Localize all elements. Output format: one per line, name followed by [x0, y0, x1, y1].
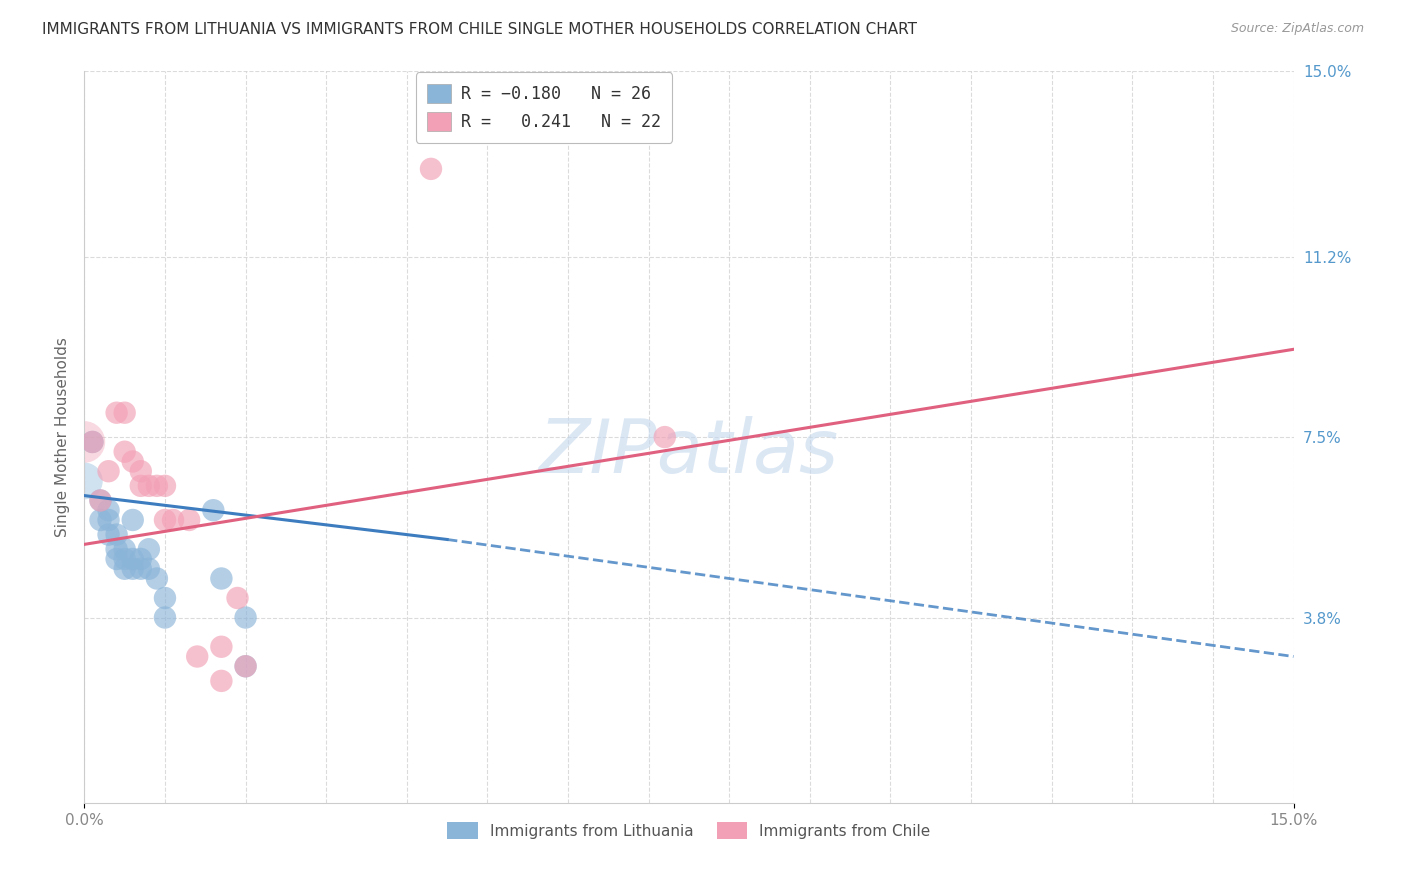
Point [105, 552, 128, 566]
Point [146, 479, 169, 493]
Point [121, 513, 143, 527]
Point [420, 161, 443, 176]
Point [114, 552, 136, 566]
Point [138, 479, 160, 493]
Point [129, 479, 152, 493]
Point [73, 434, 96, 449]
Point [73, 474, 96, 488]
Point [114, 542, 136, 557]
Point [654, 430, 676, 444]
Point [138, 562, 160, 576]
Point [129, 562, 152, 576]
Point [105, 406, 128, 420]
Point [235, 659, 257, 673]
Point [179, 513, 201, 527]
Point [153, 591, 176, 605]
Point [114, 562, 136, 576]
Point [114, 406, 136, 420]
Point [209, 673, 232, 688]
Point [121, 552, 143, 566]
Point [235, 610, 257, 624]
Point [82, 434, 104, 449]
Point [105, 527, 128, 541]
Point [138, 542, 160, 557]
Point [89, 493, 111, 508]
Point [209, 572, 232, 586]
Text: IMMIGRANTS FROM LITHUANIA VS IMMIGRANTS FROM CHILE SINGLE MOTHER HOUSEHOLDS CORR: IMMIGRANTS FROM LITHUANIA VS IMMIGRANTS … [42, 22, 917, 37]
Point [209, 640, 232, 654]
Point [235, 659, 257, 673]
Point [202, 503, 225, 517]
Text: ZIPatlas: ZIPatlas [538, 416, 839, 488]
Point [121, 562, 143, 576]
Point [129, 552, 152, 566]
Point [121, 454, 143, 468]
Point [97, 513, 120, 527]
Point [153, 513, 176, 527]
Point [186, 649, 208, 664]
Point [89, 513, 111, 527]
Point [153, 479, 176, 493]
Point [153, 610, 176, 624]
Point [162, 513, 184, 527]
Point [146, 572, 169, 586]
Point [129, 464, 152, 478]
Point [82, 434, 104, 449]
Y-axis label: Single Mother Households: Single Mother Households [55, 337, 70, 537]
Legend: Immigrants from Lithuania, Immigrants from Chile: Immigrants from Lithuania, Immigrants fr… [440, 814, 938, 847]
Point [97, 527, 120, 541]
Point [226, 591, 249, 605]
Point [97, 503, 120, 517]
Text: Source: ZipAtlas.com: Source: ZipAtlas.com [1230, 22, 1364, 36]
Point [114, 444, 136, 458]
Point [97, 464, 120, 478]
Point [89, 493, 111, 508]
Point [105, 542, 128, 557]
